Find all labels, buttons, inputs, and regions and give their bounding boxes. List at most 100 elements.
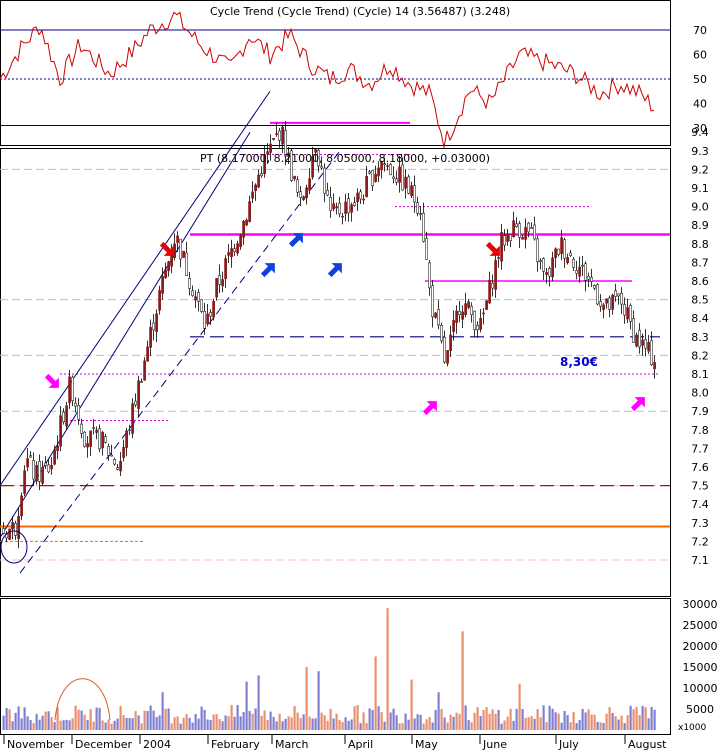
- candle-body: [488, 279, 491, 304]
- candle-body: [479, 318, 482, 330]
- candle-body: [359, 191, 362, 200]
- candle-body: [428, 262, 431, 289]
- volume-bar: [410, 679, 413, 730]
- candle-body: [197, 292, 200, 302]
- candle-body: [350, 204, 353, 213]
- candle-body: [386, 165, 389, 167]
- price-tick-label: 8.5: [691, 294, 709, 307]
- candle-body: [95, 429, 98, 433]
- volume-bar: [398, 723, 401, 730]
- rsi-tick-label: 50: [693, 73, 707, 86]
- candle-body: [215, 278, 218, 298]
- volume-bar: [176, 716, 179, 730]
- candle-body: [416, 202, 419, 214]
- volume-arc: [54, 678, 111, 721]
- candle-body: [629, 305, 632, 322]
- price-tick-label: 8.3: [691, 331, 709, 344]
- candle-body: [347, 198, 350, 214]
- candle-body: [602, 304, 605, 310]
- volume-bar: [533, 718, 536, 730]
- candle-body: [578, 266, 581, 277]
- candle-body: [8, 528, 11, 540]
- candle-body: [68, 376, 71, 404]
- candle-body: [362, 198, 365, 201]
- candle-body: [302, 196, 305, 200]
- x-axis-label: March: [275, 738, 309, 750]
- volume-bar: [215, 714, 218, 730]
- channel-lower: [19, 150, 341, 574]
- candle-body: [179, 238, 182, 260]
- candle-body: [353, 202, 356, 206]
- volume-bar: [635, 706, 638, 730]
- volume-bar: [212, 714, 215, 730]
- candle-body: [410, 185, 413, 197]
- volume-bar: [320, 712, 323, 730]
- volume-bar: [593, 714, 596, 730]
- price-tick-label: 8.1: [691, 368, 709, 381]
- volume-bar: [539, 717, 542, 730]
- volume-bar: [476, 707, 479, 730]
- volume-bar: [227, 716, 230, 730]
- candle-body: [548, 268, 551, 277]
- candle-body: [407, 176, 410, 194]
- volume-bar: [32, 723, 35, 730]
- volume-bar: [71, 718, 74, 730]
- volume-bar: [194, 714, 197, 730]
- volume-bar: [395, 715, 398, 730]
- volume-bar: [434, 709, 437, 730]
- volume-bar: [5, 707, 8, 730]
- candle-body: [404, 176, 407, 189]
- volume-bar: [464, 705, 467, 730]
- volume-bar: [86, 720, 89, 730]
- volume-bar: [587, 709, 590, 730]
- volume-bar: [515, 708, 518, 730]
- price-tick-label: 8.9: [691, 219, 709, 232]
- volume-bar: [35, 713, 38, 730]
- candle-body: [587, 275, 590, 280]
- candle-body: [650, 340, 653, 365]
- candle-body: [344, 201, 347, 214]
- rsi-tick-label: 30: [693, 122, 707, 135]
- candle-body: [125, 430, 128, 448]
- volume-bar: [422, 723, 425, 730]
- volume-bar: [242, 712, 245, 730]
- candle-body: [323, 167, 326, 194]
- volume-bar: [8, 709, 11, 730]
- volume-bar: [611, 712, 614, 730]
- candle-body: [482, 312, 485, 315]
- volume-bar: [23, 707, 26, 730]
- volume-bar: [479, 715, 482, 730]
- candle-body: [431, 285, 434, 318]
- candle-body: [185, 252, 188, 276]
- candle-body: [23, 470, 26, 494]
- volume-bar: [260, 715, 263, 730]
- volume-tick-label: 5000: [686, 703, 714, 716]
- volume-bar: [557, 713, 560, 730]
- candle-body: [503, 235, 506, 246]
- volume-bar: [98, 707, 101, 730]
- candle-body: [83, 431, 86, 447]
- candle-body: [356, 192, 359, 202]
- candle-body: [14, 523, 17, 536]
- candle-body: [275, 133, 278, 135]
- volume-bar: [578, 719, 581, 730]
- volume-bar: [251, 713, 254, 730]
- volume-bar: [626, 715, 629, 730]
- volume-bar: [59, 720, 62, 730]
- price-tick-label: 8.0: [691, 387, 709, 400]
- candle-body: [278, 130, 281, 141]
- volume-bar: [380, 712, 383, 730]
- volume-bar: [92, 721, 95, 730]
- candle-body: [413, 185, 416, 203]
- candle-body: [569, 252, 572, 256]
- candle-body: [608, 297, 611, 310]
- candle-body: [530, 227, 533, 230]
- candle-body: [518, 223, 521, 238]
- candle-body: [107, 446, 110, 456]
- volume-unit-label: x1000: [678, 723, 707, 733]
- candle-body: [65, 405, 68, 427]
- rsi-line: [0, 11, 655, 148]
- price-tick-label: 8.4: [691, 312, 709, 325]
- candle-body: [575, 270, 578, 274]
- candle-body: [17, 516, 20, 540]
